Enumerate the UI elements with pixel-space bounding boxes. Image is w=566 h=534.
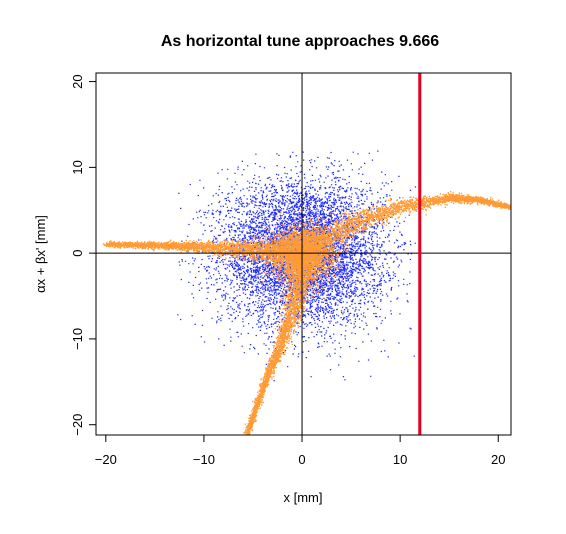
- chart-title: As horizontal tune approaches 9.666: [161, 33, 439, 50]
- x-tick-label: −10: [193, 452, 215, 467]
- x-tick-label: 20: [491, 452, 505, 467]
- x-axis: −20 −10 0 10 20: [95, 435, 505, 467]
- plot-frame: [95, 72, 512, 436]
- series-orange-points: [102, 190, 511, 435]
- x-tick-label: −20: [95, 452, 117, 467]
- x-tick-label: 0: [298, 452, 305, 467]
- x-axis-label: x [mm]: [284, 490, 323, 505]
- y-tick-label: −10: [70, 328, 85, 350]
- plot-marks: [96, 73, 511, 435]
- y-tick-label: −20: [70, 414, 85, 436]
- y-tick-label: 0: [70, 250, 85, 257]
- y-tick-label: 20: [70, 74, 85, 88]
- y-tick-label: 10: [70, 160, 85, 174]
- orange-particles: [102, 190, 511, 435]
- y-axis-label: αx + βx' [mm]: [33, 215, 48, 293]
- reference-lines: [96, 73, 511, 435]
- y-axis: −20 −10 0 10 20: [70, 74, 96, 436]
- x-tick-label: 10: [393, 452, 407, 467]
